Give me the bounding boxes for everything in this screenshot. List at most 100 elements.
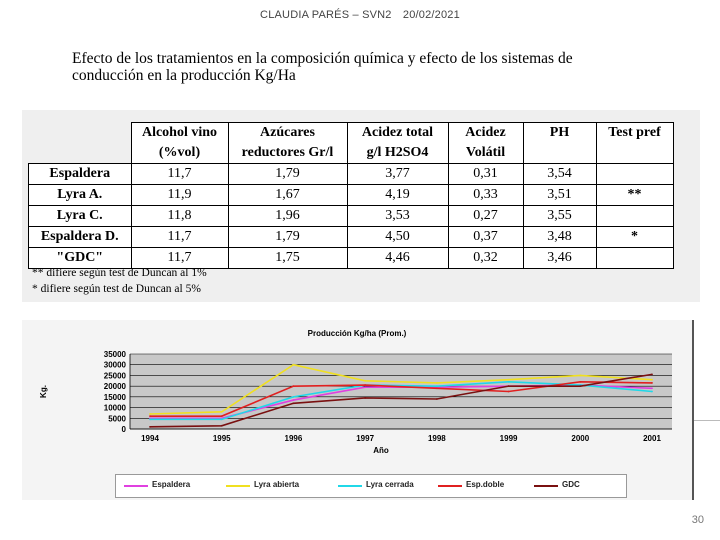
table-cell: 3,77 bbox=[346, 163, 449, 185]
legend-label: Esp.doble bbox=[466, 480, 505, 489]
y-tick-label: 25000 bbox=[104, 371, 127, 380]
table-cell: 0,27 bbox=[447, 205, 524, 227]
table-cell: 11,7 bbox=[130, 247, 229, 269]
results-table-panel: Alcohol vino (%vol) Azúcares reductores Gr… bbox=[22, 110, 700, 302]
data-point bbox=[435, 385, 438, 388]
data-point bbox=[435, 382, 438, 384]
data-point bbox=[149, 413, 151, 415]
data-point bbox=[507, 385, 510, 388]
table-cell: 3,53 bbox=[346, 205, 449, 227]
data-point bbox=[364, 386, 367, 389]
table-cell: 0,33 bbox=[447, 184, 524, 206]
data-point bbox=[292, 385, 295, 388]
series-line-lyra-cerrada bbox=[150, 381, 653, 421]
series-line-gdc bbox=[149, 373, 653, 428]
production-chart-frame: Producción Kg/ha (Prom.) 35000 30000 25000… bbox=[22, 320, 694, 500]
chart-legend: Espaldera Lyra abierta Lyra cerrada Esp.dob… bbox=[115, 474, 627, 498]
table-cell: * bbox=[595, 226, 674, 248]
table-cell: 3,51 bbox=[522, 184, 597, 206]
table-cell: 3,46 bbox=[522, 247, 597, 269]
data-point bbox=[149, 425, 151, 428]
table-cell bbox=[595, 205, 674, 227]
slide-header: CLAUDIA PARÉS – SVN2 20/02/2021 bbox=[0, 9, 720, 21]
y-axis-label: Kg. bbox=[39, 385, 48, 398]
legend-label: GDC bbox=[562, 480, 580, 489]
legend-swatch bbox=[226, 485, 250, 487]
footnote-1pct: ** difiere según test de Duncan al 1% bbox=[32, 267, 207, 279]
header-date: 20/02/2021 bbox=[402, 9, 460, 21]
table-cell: 3,48 bbox=[522, 226, 597, 248]
table-corner bbox=[29, 123, 132, 164]
legend-label: Espaldera bbox=[152, 480, 191, 489]
legend-label: Lyra abierta bbox=[254, 480, 300, 489]
row-label: Lyra A. bbox=[28, 184, 132, 206]
table-cell: 11,7 bbox=[130, 163, 229, 185]
column-header: Test pref bbox=[595, 122, 674, 164]
table-cell bbox=[595, 247, 674, 269]
x-tick-label: 1996 bbox=[285, 434, 303, 443]
y-tick-label: 20000 bbox=[104, 382, 127, 391]
column-header: Acidez total g/l H2SO4 bbox=[346, 122, 449, 164]
table-cell: 1,75 bbox=[227, 247, 348, 269]
data-point bbox=[651, 387, 653, 390]
table-cell: 4,19 bbox=[346, 184, 449, 206]
table-cell bbox=[595, 163, 674, 185]
table-cell: 4,46 bbox=[346, 247, 449, 269]
x-tick-label: 1997 bbox=[356, 434, 374, 443]
row-label: Espaldera bbox=[28, 163, 132, 185]
data-point bbox=[149, 415, 151, 418]
table-cell: 11,8 bbox=[130, 205, 229, 227]
data-point bbox=[507, 378, 510, 381]
y-tick-label: 15000 bbox=[104, 393, 127, 402]
data-point bbox=[220, 415, 223, 418]
data-point bbox=[364, 397, 367, 399]
table-cell: 4,50 bbox=[346, 226, 449, 248]
y-tick-label: 30000 bbox=[104, 361, 127, 370]
legend-swatch bbox=[124, 485, 148, 487]
page-number: 30 bbox=[691, 514, 704, 526]
header-author: CLAUDIA PARÉS – SVN2 bbox=[260, 9, 392, 21]
x-tick-label: 1998 bbox=[428, 434, 446, 443]
table-cell: 1,79 bbox=[227, 163, 348, 185]
row-label: Espaldera D. bbox=[28, 226, 132, 248]
footnote-5pct: * difiere según test de Duncan al 5% bbox=[32, 283, 201, 295]
series-line-esp-doble bbox=[150, 381, 653, 417]
table-cell: 11,9 bbox=[130, 184, 229, 206]
data-point bbox=[364, 379, 367, 382]
x-tick-label: 1999 bbox=[500, 434, 518, 443]
y-tick-label: 5000 bbox=[108, 414, 126, 423]
data-point bbox=[292, 399, 295, 401]
y-tick-label: 35000 bbox=[104, 350, 127, 359]
table-row: "GDC" 11,7 1,75 4,46 0,32 3,46 bbox=[28, 247, 674, 269]
data-point bbox=[507, 380, 510, 383]
column-header: Azúcares reductores Gr/l bbox=[227, 122, 348, 164]
data-point bbox=[435, 398, 438, 400]
data-point bbox=[292, 402, 295, 405]
slide-title: Efecto de los tratamientos en la composi… bbox=[72, 50, 573, 84]
data-point bbox=[651, 373, 653, 376]
x-tick-label: 1994 bbox=[141, 434, 159, 443]
data-point bbox=[579, 380, 582, 383]
legend-label: Lyra cerrada bbox=[366, 480, 414, 489]
table-row: Espaldera 11,7 1,79 3,77 0,31 3,54 bbox=[28, 163, 674, 185]
data-point bbox=[220, 418, 223, 421]
column-header: Acidez Volátil bbox=[447, 122, 524, 164]
x-axis-label: Año bbox=[373, 446, 389, 455]
y-tick-label: 0 bbox=[122, 425, 127, 434]
table-cell: 0,31 bbox=[447, 163, 524, 185]
table-cell: 3,54 bbox=[522, 163, 597, 185]
x-tick-label: 1995 bbox=[213, 434, 231, 443]
table-row: Lyra A. 11,9 1,67 4,19 0,33 3,51 ** bbox=[28, 184, 674, 206]
data-point bbox=[435, 387, 438, 390]
data-point bbox=[149, 418, 151, 421]
x-tick-label: 2001 bbox=[643, 434, 661, 443]
data-point bbox=[651, 382, 653, 384]
data-point bbox=[292, 395, 295, 398]
table-cell: ** bbox=[595, 184, 674, 206]
y-tick-label: 10000 bbox=[104, 404, 127, 413]
data-point bbox=[579, 374, 582, 377]
table-cell: 0,37 bbox=[447, 226, 524, 248]
x-tick-label: 2000 bbox=[571, 434, 589, 443]
legend-swatch bbox=[338, 485, 362, 487]
